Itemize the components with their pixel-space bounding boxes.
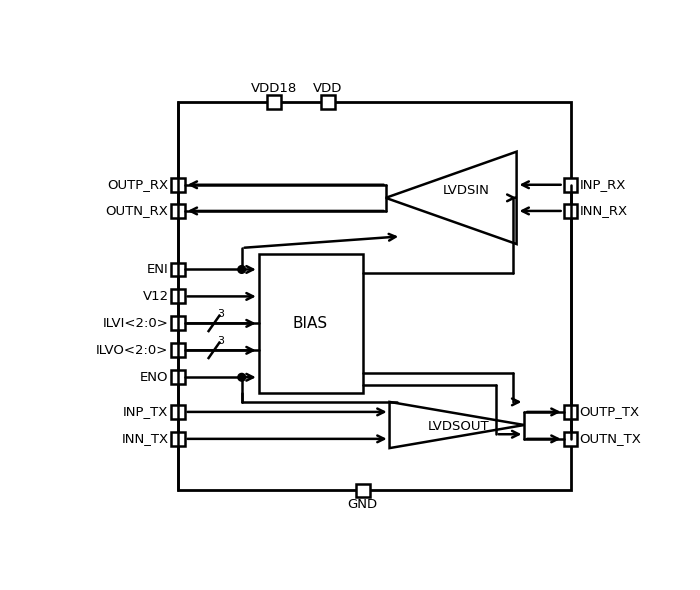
Text: ENO: ENO — [140, 371, 169, 384]
Bar — [171, 290, 185, 303]
Text: LVDSOUT: LVDSOUT — [428, 420, 490, 433]
Bar — [564, 405, 577, 419]
Text: INP_RX: INP_RX — [580, 178, 626, 191]
Text: ENI: ENI — [147, 263, 169, 276]
Bar — [171, 343, 185, 357]
Text: BIAS: BIAS — [293, 316, 328, 331]
Circle shape — [238, 266, 246, 273]
Bar — [564, 178, 577, 192]
Bar — [267, 94, 281, 109]
Circle shape — [238, 373, 246, 381]
Bar — [258, 254, 363, 393]
Text: 3: 3 — [217, 309, 224, 319]
Text: OUTP_TX: OUTP_TX — [580, 405, 640, 418]
Text: LVDSIN: LVDSIN — [443, 183, 490, 196]
Bar — [564, 204, 577, 218]
Bar — [356, 484, 370, 497]
Text: ILVI<2:0>: ILVI<2:0> — [103, 317, 169, 330]
Bar — [564, 432, 577, 446]
Bar — [321, 94, 335, 109]
Text: GND: GND — [347, 498, 378, 511]
Text: INN_TX: INN_TX — [121, 432, 169, 445]
Text: INP_TX: INP_TX — [123, 405, 169, 418]
Text: 3: 3 — [217, 336, 224, 346]
Bar — [171, 204, 185, 218]
Bar — [171, 432, 185, 446]
Text: OUTP_RX: OUTP_RX — [107, 178, 169, 191]
Bar — [171, 316, 185, 330]
Text: ILVO<2:0>: ILVO<2:0> — [96, 344, 169, 357]
Bar — [178, 101, 570, 490]
Text: OUTN_RX: OUTN_RX — [106, 205, 169, 218]
Bar — [171, 263, 185, 276]
Text: V12: V12 — [142, 290, 169, 303]
Text: OUTN_TX: OUTN_TX — [580, 432, 642, 445]
Bar — [171, 371, 185, 384]
Text: VDD18: VDD18 — [251, 83, 298, 96]
Text: VDD: VDD — [314, 83, 342, 96]
Text: INN_RX: INN_RX — [580, 205, 628, 218]
Bar — [171, 405, 185, 419]
Bar — [171, 178, 185, 192]
